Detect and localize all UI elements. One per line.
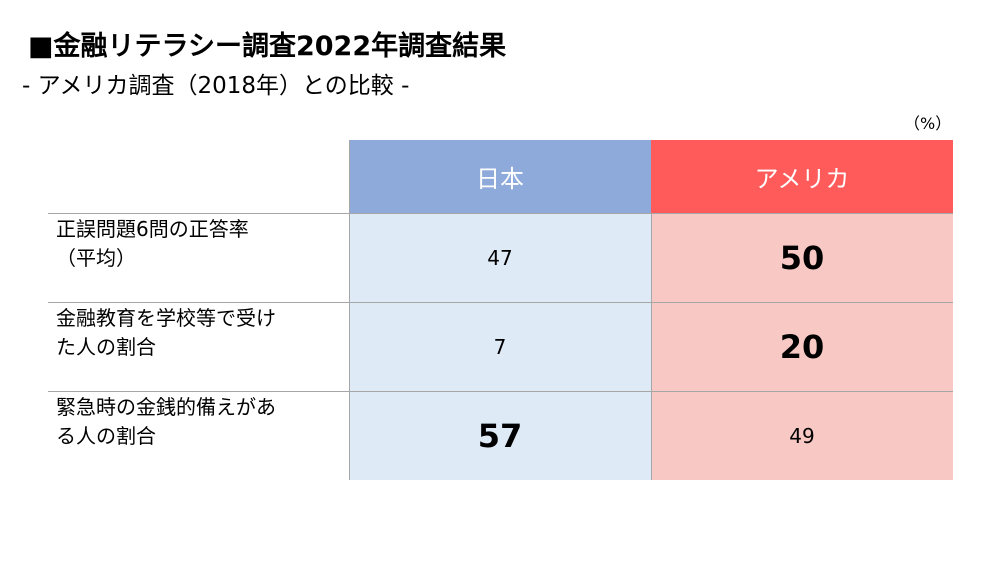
row-divider	[48, 213, 953, 214]
header-usa: アメリカ	[651, 140, 953, 213]
row-label-line1: 緊急時の金銭的備えがあ	[56, 395, 276, 419]
row-label-line2: た人の割合	[56, 335, 156, 359]
row-label-financial-education: 金融教育を学校等で受け た人の割合	[48, 302, 349, 391]
cell-usa-financial-education: 20	[651, 302, 953, 391]
row-label-line1: 正誤問題6問の正答率	[56, 217, 249, 241]
row-divider	[48, 302, 953, 303]
comparison-table: 日本 アメリカ 正誤問題6問の正答率 （平均） 47 50 金融教育を学校等で受け…	[48, 140, 953, 480]
row-label-line2: （平均）	[56, 246, 136, 270]
row-label-line2: る人の割合	[56, 424, 156, 448]
cell-japan-financial-education: 7	[349, 302, 651, 391]
cell-japan-emergency-fund: 57	[349, 391, 651, 480]
cell-usa-emergency-fund: 49	[651, 391, 953, 480]
cell-japan-correct-rate: 47	[349, 213, 651, 302]
column-divider	[349, 140, 350, 480]
header-japan: 日本	[349, 140, 651, 213]
unit-label: （%）	[904, 114, 952, 133]
column-divider	[651, 213, 652, 480]
page-subtitle: - アメリカ調査（2018年）との比較 -	[22, 73, 410, 99]
cell-usa-correct-rate: 50	[651, 213, 953, 302]
row-label-line1: 金融教育を学校等で受け	[56, 306, 276, 330]
row-label-emergency-fund: 緊急時の金銭的備えがあ る人の割合	[48, 391, 349, 480]
page-title: ■金融リテラシー調査2022年調査結果	[28, 31, 507, 62]
row-label-correct-rate: 正誤問題6問の正答率 （平均）	[48, 213, 349, 302]
row-divider	[48, 391, 953, 392]
